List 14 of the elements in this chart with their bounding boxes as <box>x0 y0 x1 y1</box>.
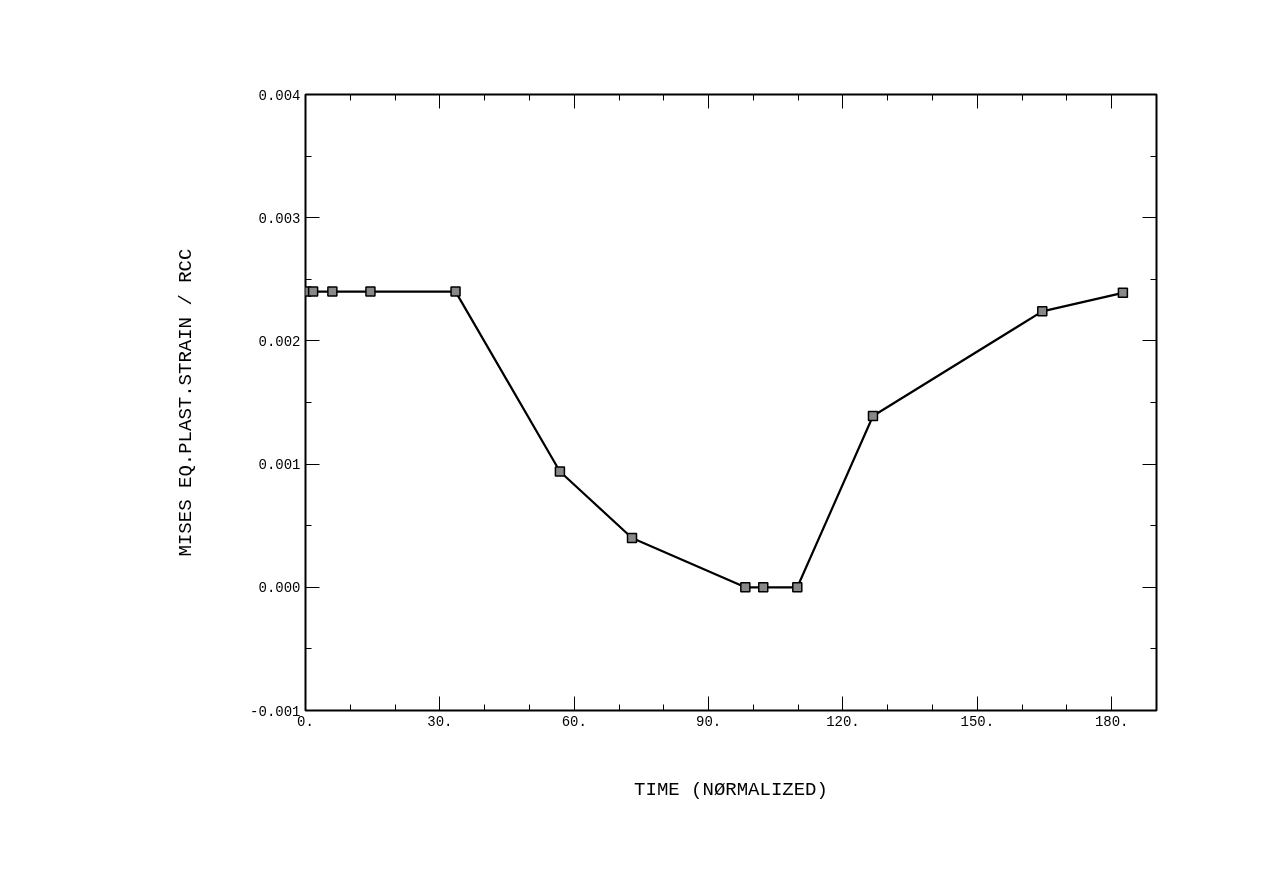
x-tick-label: 0. <box>297 713 314 730</box>
x-tick-label: 30. <box>427 713 453 730</box>
y-axis-title: MISES EQ.PLAST.STRAIN / RCC <box>175 248 198 557</box>
x-tick-label: 180. <box>1094 713 1129 730</box>
y-tick-label: 0.002 <box>258 333 301 350</box>
y-tick-label: 0.004 <box>258 87 301 104</box>
y-tick-label: 0.001 <box>258 457 301 474</box>
x-tick-label: 60. <box>561 713 587 730</box>
x-tick-label: 90. <box>696 713 722 730</box>
x-axis-title: TIME (NØRMALIZED) <box>634 778 828 801</box>
y-tick-label: 0.000 <box>258 580 301 597</box>
x-tick-label: 150. <box>960 713 995 730</box>
x-tick-label: 120. <box>826 713 860 730</box>
y-tick-label: 0.003 <box>258 210 301 227</box>
